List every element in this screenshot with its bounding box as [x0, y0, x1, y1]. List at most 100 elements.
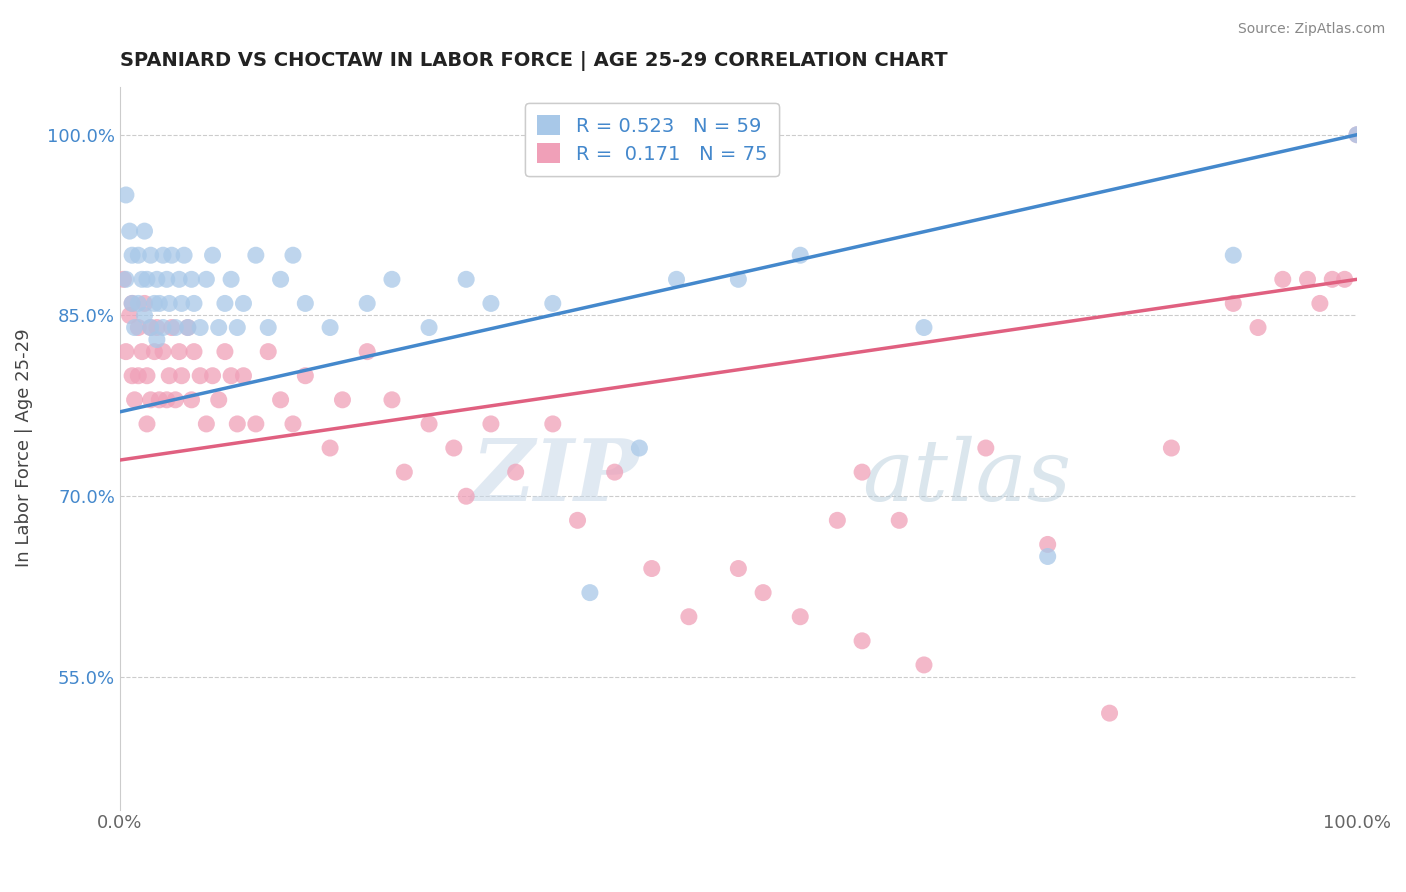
Point [139, 248, 162, 262]
Point [170, 368, 193, 383]
Point [294, 368, 316, 383]
Point [1296, 272, 1319, 286]
Point [183, 296, 205, 310]
Point [1346, 128, 1368, 142]
Point [170, 296, 193, 310]
Point [1160, 441, 1182, 455]
Point [146, 272, 169, 286]
Point [628, 441, 651, 455]
Point [1322, 272, 1344, 286]
Point [678, 609, 700, 624]
Point [232, 296, 254, 310]
Point [912, 657, 935, 672]
Point [121, 368, 143, 383]
Point [136, 417, 159, 431]
Point [912, 320, 935, 334]
Point [139, 320, 162, 334]
Point [115, 272, 138, 286]
Point [173, 248, 195, 262]
Point [152, 248, 174, 262]
Point [567, 513, 589, 527]
Point [505, 465, 527, 479]
Point [214, 296, 236, 310]
Point [127, 296, 149, 310]
Point [180, 392, 202, 407]
Point [270, 392, 292, 407]
Point [165, 320, 187, 334]
Point [232, 368, 254, 383]
Point [146, 320, 169, 334]
Point [281, 248, 304, 262]
Point [152, 344, 174, 359]
Point [152, 320, 174, 334]
Point [134, 224, 156, 238]
Point [1333, 272, 1355, 286]
Point [827, 513, 849, 527]
Point [456, 489, 478, 503]
Point [974, 441, 997, 455]
Point [208, 392, 231, 407]
Point [479, 417, 502, 431]
Point [665, 272, 688, 286]
Point [1247, 320, 1270, 334]
Point [319, 441, 342, 455]
Text: atlas: atlas [862, 435, 1071, 518]
Point [121, 296, 143, 310]
Point [127, 368, 149, 383]
Point [418, 417, 440, 431]
Point [727, 272, 749, 286]
Point [226, 417, 249, 431]
Point [541, 417, 564, 431]
Point [789, 248, 811, 262]
Text: Source: ZipAtlas.com: Source: ZipAtlas.com [1237, 22, 1385, 37]
Point [121, 296, 143, 310]
Point [157, 296, 180, 310]
Point [115, 344, 138, 359]
Point [541, 296, 564, 310]
Point [1098, 706, 1121, 720]
Point [160, 248, 183, 262]
Point [456, 272, 478, 286]
Point [177, 320, 200, 334]
Point [603, 465, 626, 479]
Point [394, 465, 416, 479]
Point [112, 272, 135, 286]
Text: ZIP: ZIP [471, 435, 640, 518]
Point [177, 320, 200, 334]
Point [1036, 537, 1059, 551]
Point [139, 392, 162, 407]
Point [219, 368, 242, 383]
Point [208, 320, 231, 334]
Point [270, 272, 292, 286]
Point [226, 320, 249, 334]
Point [143, 344, 166, 359]
Point [188, 320, 211, 334]
Point [214, 344, 236, 359]
Point [121, 248, 143, 262]
Point [245, 417, 267, 431]
Point [418, 320, 440, 334]
Point [118, 224, 141, 238]
Point [131, 344, 153, 359]
Point [319, 320, 342, 334]
Point [201, 248, 224, 262]
Point [148, 392, 170, 407]
Point [752, 585, 775, 599]
Point [134, 309, 156, 323]
Point [789, 609, 811, 624]
Point [889, 513, 911, 527]
Point [167, 344, 190, 359]
Point [146, 333, 169, 347]
Point [136, 368, 159, 383]
Point [156, 272, 179, 286]
Point [136, 272, 159, 286]
Point [165, 392, 187, 407]
Point [201, 368, 224, 383]
Point [1309, 296, 1331, 310]
Point [115, 188, 138, 202]
Point [294, 296, 316, 310]
Point [1222, 296, 1244, 310]
Point [131, 272, 153, 286]
Point [127, 320, 149, 334]
Point [124, 392, 146, 407]
